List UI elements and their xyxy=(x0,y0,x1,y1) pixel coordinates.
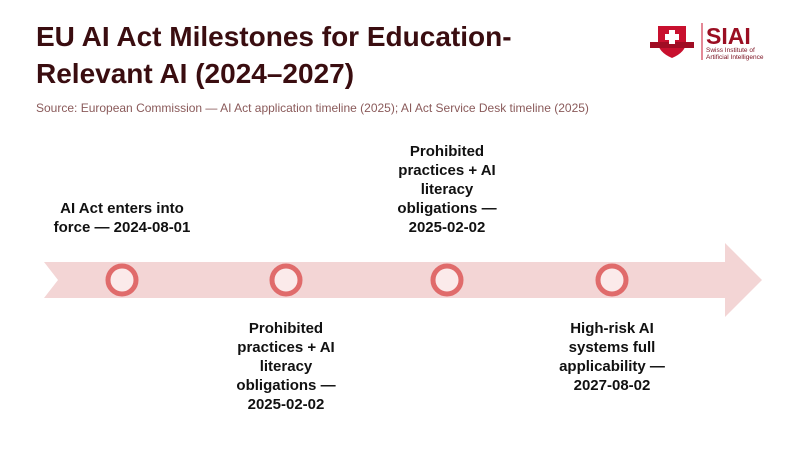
page-title: EU AI Act Milestones for Education-Relev… xyxy=(36,21,512,89)
milestone-marker xyxy=(269,263,303,297)
milestone-label: High-risk AI systems full applicability … xyxy=(559,320,665,394)
milestone-label: AI Act enters into force — 2024-08-01 xyxy=(53,200,191,236)
source-note: Source: European Commission — AI Act app… xyxy=(36,101,589,115)
svg-text:Artificial Intelligence: Artificial Intelligence xyxy=(706,54,764,61)
svg-text:Swiss Institute of: Swiss Institute of xyxy=(706,47,755,54)
milestone-marker xyxy=(105,263,139,297)
milestone-label: Prohibited practices + AI literacy oblig… xyxy=(397,143,497,236)
milestone-marker xyxy=(595,263,629,297)
milestone-label: Prohibited practices + AI literacy oblig… xyxy=(236,320,336,413)
timeline-arrow xyxy=(44,243,762,317)
milestone-marker xyxy=(430,263,464,297)
logo-text: SIAI xyxy=(706,23,751,49)
siai-logo: SIAI Swiss Institute of Artificial Intel… xyxy=(650,23,764,61)
